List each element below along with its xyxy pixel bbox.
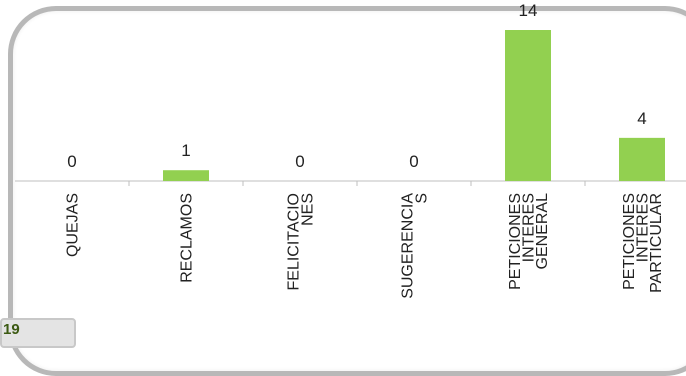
bar-6	[619, 137, 665, 181]
category-label-line: NES	[299, 193, 316, 226]
category-label-line: QUEJAS	[65, 193, 82, 257]
data-label-1: 0	[67, 152, 76, 171]
category-label-line: PARTICULAR	[648, 193, 665, 293]
bar-5	[505, 30, 551, 181]
category-label-line: SUGERENCIA	[400, 193, 417, 299]
category-label-line: GENERAL	[534, 193, 551, 270]
category-label-line: INTERES	[635, 193, 652, 262]
data-label-5: 14	[519, 1, 538, 20]
category-label-line: FELICITACIO	[286, 193, 303, 291]
data-label-6: 4	[637, 109, 646, 128]
category-label-1: QUEJAS	[65, 193, 82, 257]
category-label-2: RECLAMOS	[179, 193, 196, 283]
category-label-line: RECLAMOS	[179, 193, 196, 283]
page-number: 19	[3, 321, 20, 338]
data-label-4: 0	[409, 152, 418, 171]
category-label-line: PETICIONES	[621, 193, 638, 290]
data-label-2: 1	[181, 141, 190, 160]
bar-2	[163, 170, 209, 181]
category-label-line: INTERES	[521, 193, 538, 262]
data-label-3: 0	[295, 152, 304, 171]
category-label-line: S	[413, 193, 430, 204]
category-label-line: PETICIONES	[507, 193, 524, 290]
